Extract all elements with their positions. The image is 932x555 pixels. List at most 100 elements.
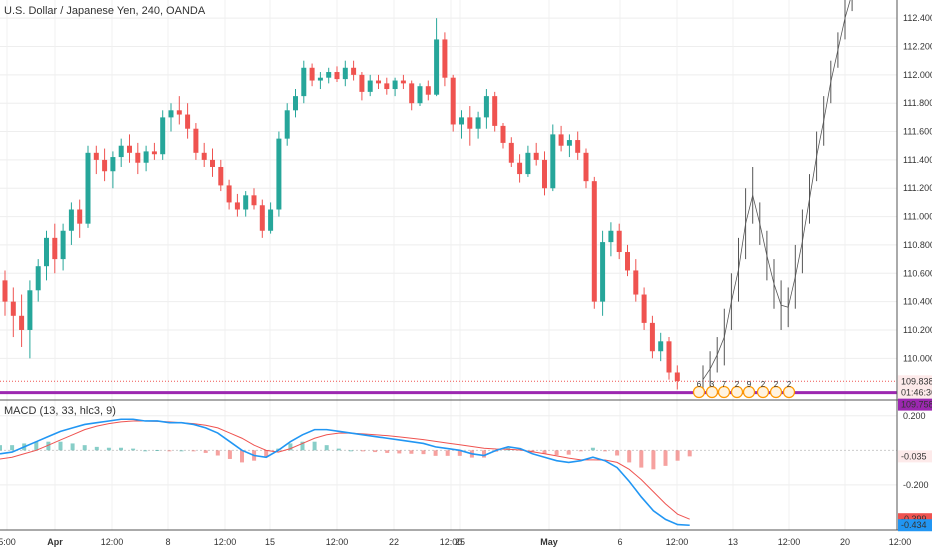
candle[interactable] (475, 111, 481, 139)
candle[interactable] (226, 179, 232, 210)
candle[interactable] (110, 151, 116, 189)
candle[interactable] (558, 125, 564, 152)
candle[interactable] (359, 72, 365, 101)
event-marker[interactable]: 2 (769, 380, 783, 399)
candle[interactable] (127, 134, 132, 163)
candle-body (649, 322, 655, 352)
candle[interactable] (616, 223, 622, 260)
candle[interactable] (160, 110, 166, 160)
candle[interactable] (44, 230, 49, 281)
candle[interactable] (434, 18, 440, 97)
candle[interactable] (193, 123, 199, 160)
candle[interactable] (201, 142, 207, 167)
candle[interactable] (218, 159, 224, 192)
event-marker[interactable]: 9 (742, 380, 756, 399)
candle[interactable] (85, 145, 91, 228)
candle[interactable] (533, 142, 539, 166)
candle[interactable] (525, 145, 531, 177)
candle[interactable] (259, 199, 265, 238)
candle[interactable] (600, 230, 606, 316)
candle[interactable] (392, 77, 398, 97)
candle[interactable] (168, 103, 174, 132)
candle[interactable] (309, 63, 315, 87)
macd-pane[interactable] (0, 418, 897, 527)
candle[interactable] (550, 124, 556, 192)
event-marker[interactable]: 3 (705, 380, 719, 399)
candle[interactable] (591, 176, 597, 309)
candle[interactable] (425, 80, 431, 101)
candle[interactable] (450, 74, 456, 132)
candle[interactable] (143, 145, 149, 172)
candle[interactable] (575, 131, 581, 160)
candle[interactable] (334, 66, 340, 82)
candle[interactable] (234, 193, 240, 217)
macd-signal-line[interactable] (0, 420, 690, 520)
candle[interactable] (326, 67, 332, 84)
macd-line[interactable] (0, 418, 690, 527)
candle[interactable] (633, 259, 639, 302)
candle[interactable] (77, 199, 83, 238)
candle[interactable] (52, 223, 58, 274)
candlestick-series[interactable] (2, 18, 680, 390)
candle[interactable] (367, 74, 373, 97)
candle[interactable] (467, 106, 473, 146)
candle[interactable] (301, 60, 307, 104)
candle[interactable] (376, 74, 381, 90)
candle[interactable] (176, 96, 182, 125)
candle[interactable] (608, 222, 614, 257)
candle[interactable] (483, 89, 489, 129)
candle[interactable] (19, 294, 25, 347)
candle[interactable] (649, 315, 655, 359)
event-marker[interactable]: 7 (717, 380, 731, 399)
candle[interactable] (459, 110, 464, 139)
candle[interactable] (508, 137, 514, 167)
candle[interactable] (10, 287, 16, 338)
candle[interactable] (641, 287, 647, 330)
candle[interactable] (583, 148, 589, 189)
candle[interactable] (276, 131, 282, 217)
candle[interactable] (625, 244, 630, 277)
event-marker[interactable]: 2 (730, 380, 744, 399)
candle[interactable] (2, 270, 8, 316)
candle[interactable] (243, 191, 249, 217)
candle[interactable] (500, 123, 506, 149)
candle[interactable] (93, 145, 99, 175)
candle[interactable] (27, 280, 33, 359)
event-marker[interactable]: 6 (692, 380, 706, 399)
event-marker[interactable]: 2 (782, 380, 796, 399)
candle[interactable] (417, 83, 423, 107)
candle[interactable] (68, 202, 74, 245)
candle[interactable] (351, 60, 357, 81)
candle[interactable] (517, 154, 523, 183)
candle[interactable] (658, 332, 664, 362)
candle[interactable] (384, 77, 390, 95)
candle[interactable] (284, 103, 290, 146)
candle[interactable] (400, 74, 406, 90)
event-marker[interactable]: 2 (756, 380, 770, 399)
candle[interactable] (542, 151, 547, 196)
candle[interactable] (102, 148, 108, 182)
candle[interactable] (666, 337, 672, 380)
candle[interactable] (409, 80, 415, 111)
candle[interactable] (35, 259, 41, 302)
candle[interactable] (442, 32, 448, 87)
candle-body (566, 140, 572, 146)
candle[interactable] (492, 91, 498, 132)
candle[interactable] (118, 138, 124, 167)
level-tag-text: 109.758 (901, 400, 932, 410)
candle[interactable] (60, 223, 66, 271)
candle[interactable] (210, 148, 215, 177)
candle-body (301, 67, 307, 97)
candle[interactable] (293, 89, 298, 118)
candle[interactable] (135, 142, 141, 175)
candle[interactable] (566, 134, 572, 158)
candle[interactable] (317, 72, 323, 90)
candle[interactable] (251, 188, 257, 210)
candle[interactable] (342, 60, 348, 87)
candle[interactable] (268, 202, 274, 234)
candle[interactable] (674, 365, 680, 390)
candle[interactable] (185, 103, 191, 139)
candle[interactable] (151, 142, 157, 160)
